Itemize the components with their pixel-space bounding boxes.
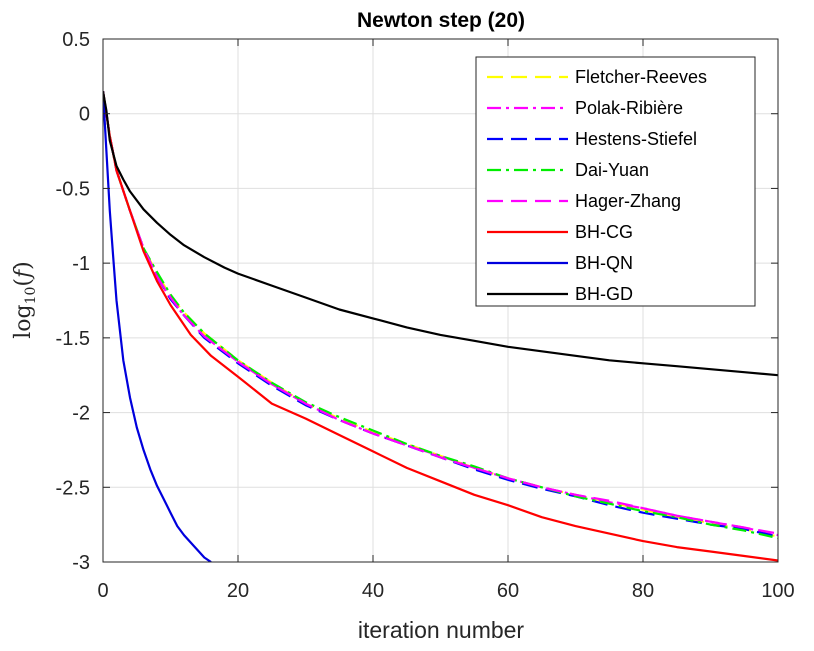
series-lines (103, 91, 778, 562)
axis-ticks: 0 20 40 60 80 100 0.5 0 -0.5 -1 -1.5 -2 -2.5 -3 (56, 29, 795, 602)
legend-label: Hager-Zhang (575, 191, 681, 211)
legend-box (475, 56, 756, 307)
x-tick-label: 80 (632, 580, 654, 602)
series-line-bh-qn (103, 91, 212, 562)
y-tick-label: -3 (72, 552, 90, 574)
svg-text:log10(f): log10(f) (11, 261, 39, 339)
legend-label: Dai-Yuan (575, 160, 649, 180)
y-tick-label: 0 (79, 104, 90, 126)
y-tick-label: -2.5 (56, 477, 90, 499)
legend-label: Fletcher-Reeves (575, 67, 707, 87)
legend-label: Polak-Ribière (575, 98, 683, 118)
series-line-bh-gd (103, 91, 778, 377)
legend-label: BH-GD (575, 284, 633, 304)
y-tick-label: -1 (72, 253, 90, 275)
series-line-fletcher-reeves (103, 91, 778, 538)
legend-label: BH-CG (575, 222, 633, 242)
plot-area-frame (102, 38, 779, 563)
x-tick-label: 60 (497, 580, 519, 602)
y-tick-label: -1.5 (56, 328, 90, 350)
y-tick-label: -2 (72, 403, 90, 425)
series-line-hager-zhang (103, 91, 778, 535)
chart-title: Newton step (20) (357, 9, 525, 32)
legend-label: Hestens-Stiefel (575, 129, 697, 149)
legend-label: BH-QN (575, 253, 633, 273)
legend: Fletcher-Reeves Polak-Ribière Hestens-Stie… (475, 56, 756, 307)
series-line-bh-cg (103, 91, 778, 562)
x-tick-label: 100 (761, 580, 794, 602)
x-tick-label: 40 (362, 580, 384, 602)
y-axis-label: log10(f) (11, 261, 39, 339)
series-line-dai-yuan (103, 91, 778, 540)
x-tick-label: 0 (97, 580, 108, 602)
y-tick-label: 0.5 (62, 29, 90, 51)
x-tick-label: 20 (227, 580, 249, 602)
y-tick-label: -0.5 (56, 178, 90, 200)
x-axis-label: iteration number (358, 617, 525, 643)
